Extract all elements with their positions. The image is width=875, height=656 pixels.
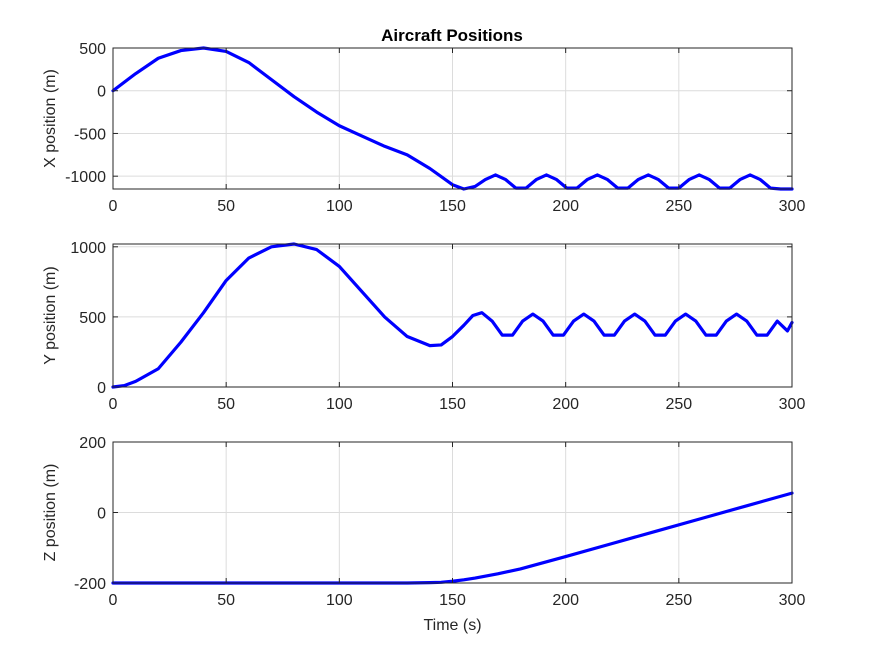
y-tick-label: 500 <box>79 41 106 58</box>
y-tick-label: 0 <box>97 84 106 101</box>
y-axis-label-x: X position (m) <box>42 69 59 168</box>
x-tick-label: 150 <box>439 198 466 215</box>
x-tick-label: 0 <box>109 198 118 215</box>
subplot-x: 0 50 100 150 200 250 300 -1000 -500 0 500 X positio… <box>42 41 805 215</box>
x-tick-label: 200 <box>552 198 579 215</box>
y-tick-label: -500 <box>74 126 106 143</box>
y-tick-label: 200 <box>79 435 106 452</box>
x-tick-label: 250 <box>665 198 692 215</box>
x-tick-label: 200 <box>552 396 579 413</box>
x-tick-label: 300 <box>779 198 806 215</box>
x-tick-label: 50 <box>217 592 235 609</box>
subplot-y: 0 50 100 150 200 250 300 0 500 1000 Y position (m) <box>42 240 805 413</box>
y-tick-label: -200 <box>74 576 106 593</box>
y-tick-label: 500 <box>79 310 106 327</box>
x-tick-label: 150 <box>439 396 466 413</box>
series-line-y <box>111 242 794 389</box>
x-tick-label: 50 <box>217 198 235 215</box>
y-axis-label-z: Z position (m) <box>42 464 59 562</box>
x-tick-label: 300 <box>779 592 806 609</box>
y-axis-label-y: Y position (m) <box>42 266 59 364</box>
x-tick-label: 0 <box>109 396 118 413</box>
x-tick-label: 100 <box>326 396 353 413</box>
x-tick-label: 50 <box>217 396 235 413</box>
y-tick-label: 0 <box>97 506 106 523</box>
y-tick-label: -1000 <box>65 169 106 186</box>
x-tick-label: 0 <box>109 592 118 609</box>
x-tick-label: 150 <box>439 592 466 609</box>
y-tick-label: 1000 <box>70 240 106 257</box>
x-tick-label: 250 <box>665 396 692 413</box>
chart-title: Aircraft Positions <box>381 26 523 45</box>
series-line-x <box>111 46 794 191</box>
x-tick-label: 100 <box>326 592 353 609</box>
x-tick-label: 250 <box>665 592 692 609</box>
x-tick-label: 200 <box>552 592 579 609</box>
x-tick-label: 300 <box>779 396 806 413</box>
y-tick-label: 0 <box>97 380 106 397</box>
x-tick-label: 100 <box>326 198 353 215</box>
x-axis-label: Time (s) <box>423 617 481 634</box>
